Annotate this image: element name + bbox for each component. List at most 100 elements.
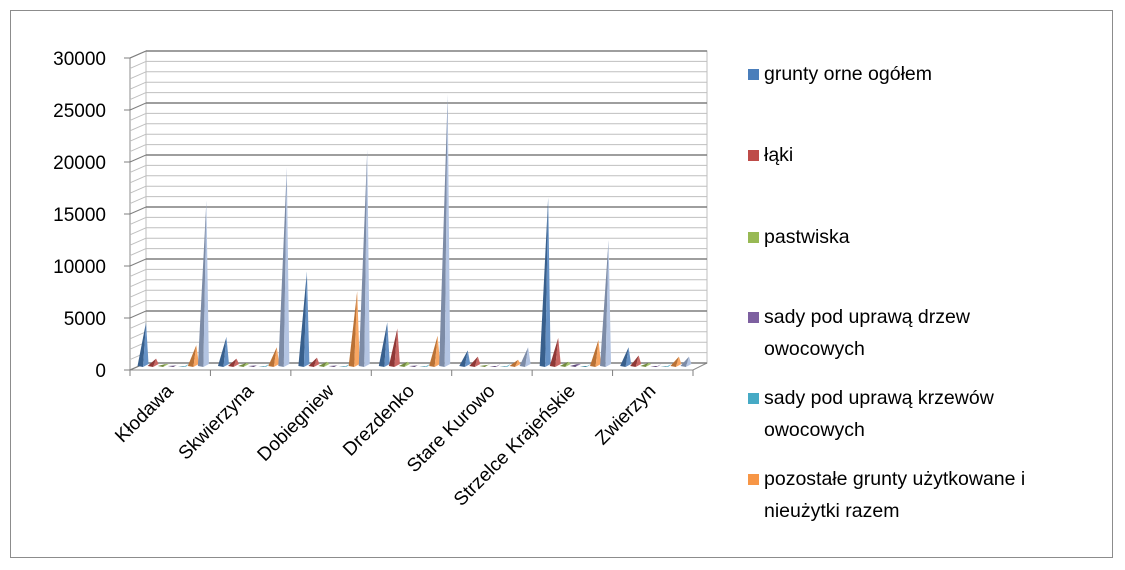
bar-face-left — [147, 358, 157, 367]
bar-face-left — [217, 336, 227, 367]
bar-face-left — [640, 362, 649, 367]
bar-face-left — [388, 328, 398, 367]
bar-face-right — [565, 361, 571, 367]
bar-face-right — [685, 356, 692, 367]
legend-swatch — [748, 232, 759, 243]
bar-sady-pod-uprawą-krzewów-owocowych-4 — [499, 364, 511, 367]
bar-sady-pod-uprawą-krzewów-owocowych-0 — [177, 364, 189, 367]
bar-face-right — [384, 322, 390, 367]
legend-label: łąki — [764, 144, 794, 166]
gridline-side — [129, 164, 147, 173]
gridline-side — [129, 81, 147, 90]
gridline-side — [129, 175, 147, 184]
bar-face-right — [555, 337, 561, 367]
bar-łąki-1 — [228, 358, 240, 367]
gridlines — [129, 50, 707, 371]
bar-pastwiska-1 — [238, 362, 250, 367]
bar-łąki-5 — [549, 337, 561, 367]
bar-face-left — [439, 94, 448, 368]
y-tick-label: 0 — [95, 361, 106, 382]
bar-sady-pod-uprawą-krzewów-owocowych-6 — [660, 364, 672, 367]
y-tick-label: 10000 — [53, 257, 106, 278]
gridline-side — [129, 196, 147, 205]
bar-pastwiska-3 — [398, 361, 410, 367]
bar-face-right — [313, 357, 320, 367]
legend-label: owocowych — [764, 419, 865, 441]
legend-label: sady pod uprawą krzewów — [764, 387, 994, 409]
bar-series-7-4 — [519, 347, 531, 367]
bar-face-right — [645, 362, 652, 367]
bar-face-left — [167, 365, 177, 367]
x-tick-label: Dobiegniew — [254, 380, 339, 465]
legend-swatch — [748, 69, 759, 80]
bar-grunty-orne-ogółem-1 — [217, 336, 229, 367]
bar-series-7-2 — [358, 149, 370, 367]
gridline-side — [129, 154, 147, 163]
bar-face-right — [585, 364, 591, 367]
bar-grunty-orne-ogółem-5 — [539, 197, 551, 367]
bar-face-right — [334, 364, 340, 367]
bar-face-left — [157, 363, 167, 367]
bar-sady-pod-uprawą-krzewów-owocowych-3 — [419, 364, 431, 367]
legend-item: pastwiska — [748, 221, 1118, 253]
bar-sady-pod-uprawą-krzewów-owocowych-5 — [579, 364, 591, 367]
bar-series-7-1 — [278, 167, 290, 367]
bar-face-right — [344, 364, 350, 367]
bar-sady-pod-uprawą-drzew-owocowych-3 — [409, 364, 420, 367]
legend-item: pozostałe grunty użytkowane i nieużytki r… — [748, 463, 1118, 527]
bar-face-right — [675, 356, 682, 367]
bar-face-right — [575, 363, 581, 367]
legend-item: łąki — [748, 139, 1118, 171]
legend-swatch — [748, 474, 759, 485]
bar-face-right — [545, 197, 551, 367]
bar-sady-pod-uprawą-krzewów-owocowych-2 — [338, 364, 350, 367]
bar-face-right — [504, 364, 511, 367]
bar-łąki-3 — [388, 328, 400, 367]
bar-face-right — [324, 361, 330, 367]
bar-face-left — [589, 339, 599, 367]
bar-face-right — [183, 364, 189, 367]
legend-label: pastwiska — [764, 226, 850, 248]
plot-walls — [129, 50, 708, 371]
y-tick-label: 20000 — [53, 153, 106, 174]
legend-item: grunty orne ogółem — [748, 58, 1118, 90]
bar-face-right — [163, 363, 169, 367]
bar-face-right — [494, 364, 501, 367]
bar-pastwiska-6 — [640, 362, 652, 367]
gridline-side — [129, 71, 147, 80]
gridline-side — [129, 310, 147, 319]
bar-pastwiska-0 — [157, 363, 169, 367]
bar-sady-pod-uprawą-drzew-owocowych-6 — [650, 364, 662, 367]
bar-face-left — [409, 365, 418, 367]
bar-face-left — [469, 356, 478, 367]
bar-face-right — [404, 361, 410, 367]
bar-face-right — [625, 347, 632, 367]
bar-face-right — [434, 335, 441, 367]
gridline-side — [129, 300, 147, 309]
x-tick-label: Drezdenko — [339, 381, 419, 461]
bars — [137, 94, 692, 368]
legend-item: sady pod uprawą krzewów owocowych — [748, 382, 1118, 446]
bar-face-right — [444, 94, 451, 368]
bar-face-right — [364, 149, 370, 367]
legend-label: pozostałe grunty użytkowane i — [764, 468, 1026, 490]
bar-face-left — [670, 356, 679, 367]
bar-face-left — [137, 322, 147, 367]
bar-face-left — [489, 365, 498, 367]
bar-face-right — [203, 200, 209, 367]
bar-sady-pod-uprawą-drzew-owocowych-0 — [167, 364, 179, 367]
bar-face-left — [509, 359, 519, 367]
floor — [129, 362, 708, 371]
legend-swatch — [748, 393, 759, 404]
legend-label: nieużytki razem — [764, 500, 900, 522]
y-tick-label: 30000 — [53, 49, 106, 70]
bar-sady-pod-uprawą-drzew-owocowych-5 — [569, 363, 581, 367]
gridline-side — [129, 185, 147, 194]
gridline-side — [129, 206, 147, 215]
bar-grunty-orne-ogółem-3 — [378, 322, 390, 367]
x-tick-label: Zwierzyn — [592, 381, 661, 450]
bar-sady-pod-uprawą-drzew-owocowych-1 — [248, 364, 260, 367]
bar-face-right — [484, 364, 491, 367]
